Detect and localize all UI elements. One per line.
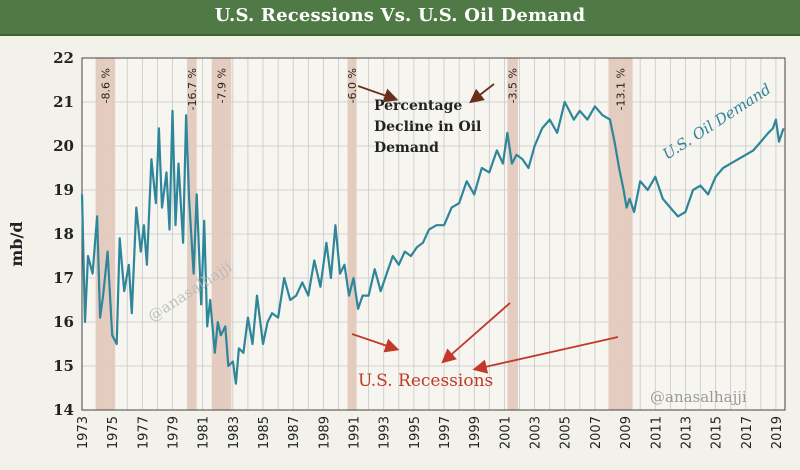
- x-tick-label: 1987: [287, 416, 302, 449]
- recession-decline-label: -16.7 %: [186, 68, 199, 110]
- decline-arrow-left: [357, 85, 399, 103]
- x-tick-label: 2005: [559, 416, 574, 449]
- y-tick-label: 21: [53, 93, 74, 111]
- y-tick-label: 17: [53, 269, 74, 287]
- decline-annotation-line: Demand: [374, 140, 439, 156]
- decline-annotation-line: Decline in Oil: [374, 119, 481, 135]
- x-tick-label: 1975: [106, 416, 121, 449]
- x-tick-label: 1983: [227, 416, 242, 449]
- title-banner: U.S. Recessions Vs. U.S. Oil Demand: [0, 0, 800, 36]
- x-tick-label: 1997: [438, 416, 453, 449]
- y-axis-label: mb/d: [7, 221, 26, 266]
- x-tick-label: 1991: [348, 416, 363, 449]
- recession-band: [507, 58, 518, 410]
- x-tick-label: 2017: [740, 416, 755, 449]
- x-tick-label: 1979: [167, 416, 182, 449]
- x-tick-label: 2003: [529, 416, 544, 449]
- x-tick-label: 2011: [649, 416, 664, 449]
- recession-decline-label: -7.9 %: [216, 68, 229, 103]
- recessions-label: U.S. Recessions: [358, 371, 493, 391]
- y-tick-label: 14: [53, 401, 74, 419]
- recession-arrow-2: [441, 302, 511, 364]
- x-tick-label: 1985: [257, 416, 272, 449]
- recession-decline-label: -8.6 %: [99, 68, 112, 103]
- x-tick-label: 1995: [408, 416, 423, 449]
- y-tick-label: 19: [53, 181, 74, 199]
- recession-arrow-1: [351, 333, 400, 353]
- recession-band: [211, 58, 232, 410]
- recession-band: [608, 58, 633, 410]
- y-tick-label: 22: [53, 49, 74, 67]
- recession-band: [95, 58, 116, 410]
- x-tick-label: 1981: [197, 416, 212, 449]
- y-tick-label: 18: [53, 225, 74, 243]
- watermark-corner: @anasalhajji: [650, 388, 747, 406]
- recession-decline-label: -13.1 %: [615, 68, 628, 110]
- decline-arrow-right: [469, 83, 495, 104]
- x-tick-label: 2019: [770, 416, 785, 449]
- decline-annotation-line: Percentage: [374, 98, 462, 114]
- x-tick-label: 2015: [710, 416, 725, 449]
- recession-decline-label: -3.5 %: [507, 68, 520, 103]
- y-tick-label: 15: [53, 357, 74, 375]
- x-tick-label: 2007: [589, 416, 604, 449]
- recession-arrow-3: [472, 336, 619, 374]
- y-tick-label: 20: [53, 137, 74, 155]
- x-tick-label: 1977: [136, 416, 151, 449]
- x-tick-label: 2009: [619, 416, 634, 449]
- oil-demand-line: [80, 100, 785, 385]
- x-tick-label: 1973: [76, 416, 91, 449]
- recession-band: [347, 58, 357, 410]
- x-tick-label: 1999: [468, 416, 483, 449]
- x-tick-label: 2001: [498, 416, 513, 449]
- x-tick-label: 2013: [679, 416, 694, 449]
- recession-decline-label: -6.0 %: [346, 68, 359, 103]
- chart-title: U.S. Recessions Vs. U.S. Oil Demand: [214, 5, 586, 26]
- x-tick-label: 1993: [378, 416, 393, 449]
- x-tick-label: 1989: [317, 416, 332, 449]
- y-tick-label: 16: [53, 313, 74, 331]
